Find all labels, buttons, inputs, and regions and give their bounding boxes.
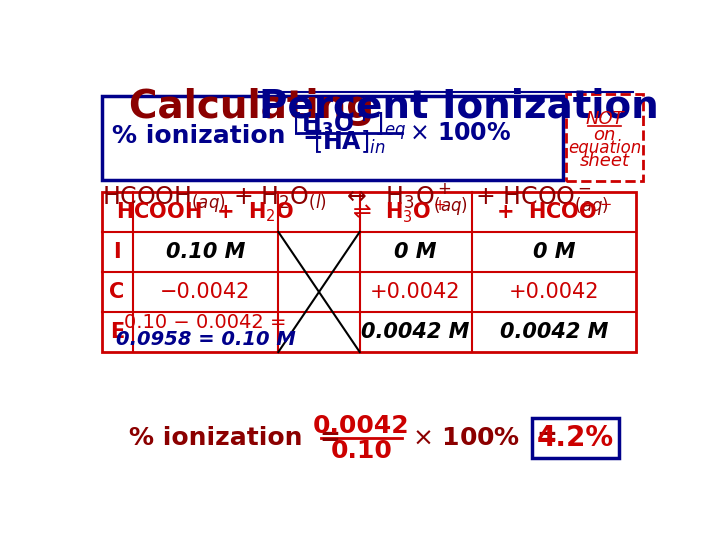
Text: % ionization  =: % ionization = [129, 426, 341, 450]
Text: +  HCOO$^-$: + HCOO$^-$ [496, 202, 612, 222]
Text: 0.10: 0.10 [330, 438, 392, 463]
Text: 0.0042 M: 0.0042 M [361, 322, 469, 342]
Text: HCOOH$_{(aq)}$ + H$_2$O$_{(l)}$  $\leftrightarrow$  H$_3$O$^+_{(aq)}$ + HCOO$^-_: HCOOH$_{(aq)}$ + H$_2$O$_{(l)}$ $\leftri… [102, 182, 608, 218]
Bar [102, 192, 636, 352]
Text: $\times$ 100%  =: $\times$ 100% = [412, 426, 556, 450]
Text: +0.0042: +0.0042 [370, 282, 461, 302]
Text: E: E [110, 322, 125, 342]
Text: 0 M: 0 M [395, 242, 437, 262]
Text: Percent Ionization: Percent Ionization [259, 88, 659, 126]
Text: 0.10 M: 0.10 M [166, 242, 246, 262]
Text: C: C [109, 282, 125, 302]
Text: NOT: NOT [585, 111, 624, 129]
Text: $\rightleftharpoons$: $\rightleftharpoons$ [348, 202, 372, 222]
Text: +0.0042: +0.0042 [509, 282, 600, 302]
Text: I: I [113, 242, 121, 262]
Text: on: on [593, 126, 616, 144]
Text: 0.0042 M: 0.0042 M [500, 322, 608, 342]
FancyBboxPatch shape [532, 418, 618, 458]
Text: $[\mathbf{H_3O^+}]_{eq}$: $[\mathbf{H_3O^+}]_{eq}$ [292, 108, 407, 141]
Text: 0.0042: 0.0042 [313, 414, 410, 438]
Text: Calculating: Calculating [129, 88, 387, 126]
Text: 4.2%: 4.2% [536, 424, 613, 453]
Text: −0.0042: −0.0042 [161, 282, 251, 302]
Text: sheet: sheet [580, 152, 629, 170]
Text: equation: equation [568, 139, 642, 157]
Text: HCOOH  +  H$_2$O: HCOOH + H$_2$O [116, 200, 294, 224]
Text: $[\mathbf{HA}]_{in}$: $[\mathbf{HA}]_{in}$ [313, 129, 386, 156]
FancyBboxPatch shape [566, 94, 644, 181]
Text: 0.10 − 0.0042 =: 0.10 − 0.0042 = [125, 313, 287, 332]
Text: $\times$ 100%: $\times$ 100% [409, 122, 511, 145]
FancyBboxPatch shape [102, 96, 563, 179]
Text: 0 M: 0 M [533, 242, 575, 262]
Text: H$_3$O$^+$: H$_3$O$^+$ [385, 198, 446, 225]
Text: 0.0958 = 0.10 M: 0.0958 = 0.10 M [116, 330, 295, 349]
Text: % ionization  =: % ionization = [112, 124, 323, 148]
